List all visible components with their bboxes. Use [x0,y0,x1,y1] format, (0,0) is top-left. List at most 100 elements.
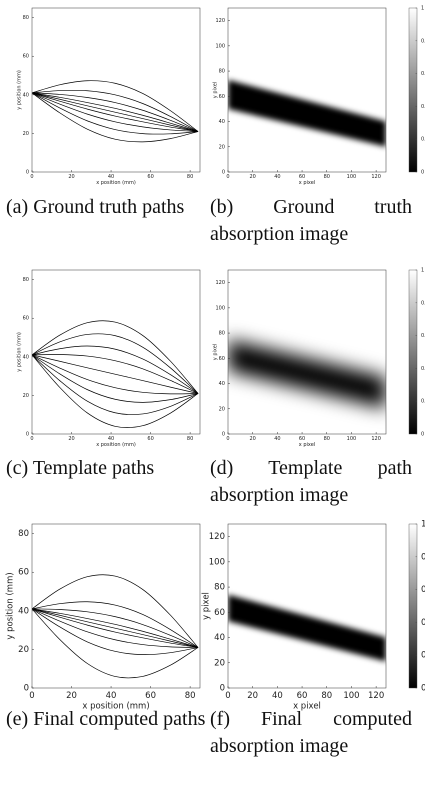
x-axis-label: x position (mm) [82,701,149,711]
x-tick-label: 120 [368,691,384,701]
panel: 0 20 40 60 80 0 20 40 60 80 x position (mm) y posit… [17,7,201,186]
y-tick-label: 40 [23,92,29,98]
caption: (f) Final computed absorption image [210,708,412,757]
y-axis-label: y position (mm) [5,572,15,639]
plot-area [228,339,386,409]
axes-frame [227,523,387,689]
colorbar-tick-label: 0 [421,170,424,176]
colorbar [408,523,418,689]
plot-area [32,574,199,679]
y-tick-label: 60 [23,54,29,60]
colorbar-tick-label: 0.4 [421,104,425,110]
path-curve [32,89,199,132]
axes-frame [227,269,387,435]
panel: 0 0.2 0.4 0.6 0.8 1 0 20 40 60 80 100 120 0 20 40 60 80 10… [213,268,425,449]
x-axis-label: x position (mm) [96,442,136,448]
y-axis-label: y pixel [213,82,219,98]
y-axis-label: y position (mm) [17,70,23,110]
axes-frame [31,7,201,173]
colorbar [408,269,418,435]
colorbar-tick-label: 0.8 [421,38,425,44]
y-tick-label: 40 [214,633,225,643]
y-tick-label: 100 [215,43,225,49]
y-tick-label: 20 [18,645,29,655]
colorbar-tick-label: 0.2 [421,137,425,143]
absorption-band [228,594,386,662]
x-axis-label: x pixel [299,180,315,186]
panel: 0 0.2 0.4 0.6 0.8 1 0 20 40 60 80 100 120 0 20 40 60 80 10… [213,6,425,187]
y-tick-label: 40 [18,606,29,616]
colorbar-tick-label: 0.6 [421,333,425,339]
x-tick-label: 60 [297,691,308,701]
colorbar-tick-label: 0.6 [421,71,425,77]
y-tick-label: 60 [219,356,225,362]
caption: (b) Ground truth absorption image [210,196,412,245]
x-tick-label: 120 [371,174,381,180]
path-curve [32,354,199,403]
y-tick-label: 80 [23,15,29,21]
y-tick-label: 0 [26,432,29,438]
path-curve [32,354,199,395]
x-tick-label: 60 [147,174,153,180]
x-tick-label: 20 [250,436,256,442]
y-tick-label: 120 [209,532,225,542]
path-curve [32,608,199,679]
path-curve [32,574,199,648]
y-tick-label: 0 [222,432,225,438]
colorbar-tick-label: 1 [421,6,424,12]
path-curve [32,320,199,394]
x-tick-label: 40 [274,436,280,442]
plot-area [228,79,386,147]
colorbar-tick-label: 0.8 [421,552,425,562]
plot-area [32,80,199,143]
path-curve [32,354,199,394]
y-tick-label: 100 [209,557,225,567]
path-curve [32,92,199,132]
path-curve [32,92,199,132]
y-tick-label: 0 [222,170,225,176]
y-tick-label: 0 [220,684,225,694]
x-tick-label: 0 [30,174,33,180]
plot-area [228,594,386,662]
x-tick-label: 0 [226,174,229,180]
path-curve [32,601,199,648]
x-tick-label: 80 [187,436,193,442]
y-tick-label: 40 [219,119,225,125]
y-tick-label: 40 [219,381,225,387]
y-tick-label: 60 [23,316,29,322]
y-tick-label: 20 [23,393,29,399]
y-axis-label: y pixel [201,592,211,620]
path-curve [32,608,199,648]
path-curve [32,92,199,132]
x-axis-label: x pixel [293,701,321,711]
absorption-band [228,339,386,409]
y-tick-label: 20 [23,131,29,137]
path-curve [32,608,199,648]
path-curve [32,92,199,132]
y-tick-label: 0 [26,170,29,176]
caption: (d) Template path absorption image [210,457,412,506]
x-tick-label: 80 [187,174,193,180]
colorbar-tick-label: 0.2 [421,399,425,405]
path-curve [32,608,199,656]
colorbar-tick-label: 0 [421,684,425,694]
x-tick-label: 20 [68,174,74,180]
x-tick-label: 80 [324,436,330,442]
colorbar-tick-label: 0.4 [421,366,425,372]
panel: 0 0.2 0.4 0.6 0.8 1 0 20 40 60 80 100 120 0 20 40 60 80 10… [201,520,425,712]
y-tick-label: 80 [219,331,225,337]
y-tick-label: 100 [215,305,225,311]
x-tick-label: 40 [106,691,117,701]
x-tick-label: 100 [343,691,359,701]
caption: (e) Final computed paths [6,708,206,730]
y-tick-label: 60 [18,568,29,578]
x-tick-label: 40 [108,174,114,180]
path-curve [32,608,199,648]
x-tick-label: 40 [274,174,280,180]
x-tick-label: 80 [321,691,332,701]
y-tick-label: 80 [18,529,29,539]
x-tick-label: 120 [371,436,381,442]
caption: (a) Ground truth paths [6,196,185,218]
x-tick-label: 100 [347,436,357,442]
